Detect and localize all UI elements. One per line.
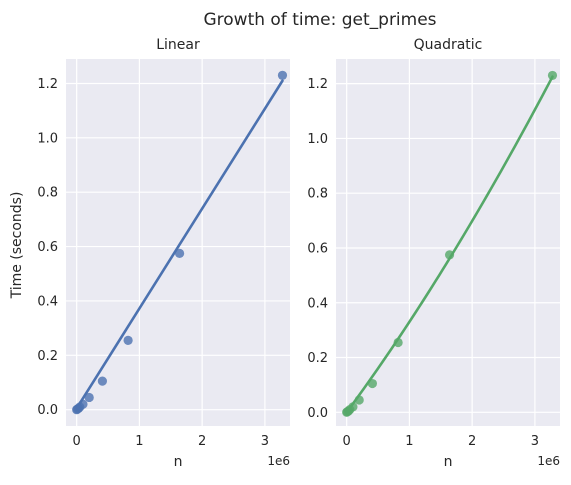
plot-area bbox=[336, 59, 560, 426]
y-tick-label: 0.2 bbox=[307, 351, 328, 366]
y-tick-label: 0.8 bbox=[37, 186, 58, 201]
regression-line bbox=[75, 79, 284, 410]
data-point bbox=[444, 250, 455, 260]
data-point bbox=[97, 376, 107, 386]
linear-panel: 0 1 2 3 0.0 0.2 0.4 0.6 0.8 1.0 1.2 Linear n 1e6 bbox=[37, 37, 290, 470]
y-tick-label: 0.0 bbox=[37, 403, 58, 418]
x-offset-label: 1e6 bbox=[267, 454, 290, 468]
y-tick-label: 1.0 bbox=[307, 132, 328, 147]
x-tick-label: 0 bbox=[73, 434, 81, 449]
data-point bbox=[393, 337, 403, 348]
y-tick-label: 0.0 bbox=[307, 406, 328, 421]
y-tick-label: 1.0 bbox=[37, 131, 58, 146]
data-point bbox=[123, 335, 133, 345]
data-point bbox=[367, 378, 377, 389]
x-tick-label: 3 bbox=[261, 434, 269, 449]
x-tick-label: 1 bbox=[405, 434, 413, 449]
data-point bbox=[348, 402, 358, 412]
y-tick-label: 0.8 bbox=[307, 187, 328, 202]
x-offset-label: 1e6 bbox=[537, 454, 560, 468]
y-tick-label: 0.2 bbox=[37, 349, 58, 364]
y-axis-label: Time (seconds) bbox=[9, 192, 25, 300]
y-tick-label: 0.4 bbox=[37, 294, 58, 309]
data-point bbox=[354, 395, 364, 405]
y-tick-label: 1.2 bbox=[307, 77, 328, 92]
panel-title: Linear bbox=[156, 37, 200, 53]
x-axis-label: n bbox=[174, 454, 183, 470]
y-tick-label: 0.4 bbox=[307, 296, 328, 311]
y-tick-label: 0.6 bbox=[37, 240, 58, 255]
figure-title: Growth of time: get_primes bbox=[203, 10, 436, 30]
panel-title: Quadratic bbox=[414, 37, 483, 53]
y-tick-label: 1.2 bbox=[37, 77, 58, 92]
y-tick-label: 0.6 bbox=[307, 241, 328, 256]
quadratic-panel: 0 1 2 3 0.0 0.2 0.4 0.6 0.8 1.0 1.2 Quadratic n 1e6 bbox=[307, 37, 560, 470]
data-point bbox=[84, 392, 94, 403]
data-point bbox=[277, 70, 288, 80]
data-point bbox=[78, 399, 88, 409]
x-tick-label: 0 bbox=[343, 434, 351, 449]
data-point bbox=[174, 248, 185, 258]
x-tick-label: 3 bbox=[531, 434, 539, 449]
x-tick-label: 2 bbox=[198, 434, 206, 449]
x-tick-label: 1 bbox=[135, 434, 143, 449]
x-axis-label: n bbox=[444, 454, 453, 470]
data-point bbox=[547, 70, 558, 81]
x-tick-label: 2 bbox=[468, 434, 476, 449]
